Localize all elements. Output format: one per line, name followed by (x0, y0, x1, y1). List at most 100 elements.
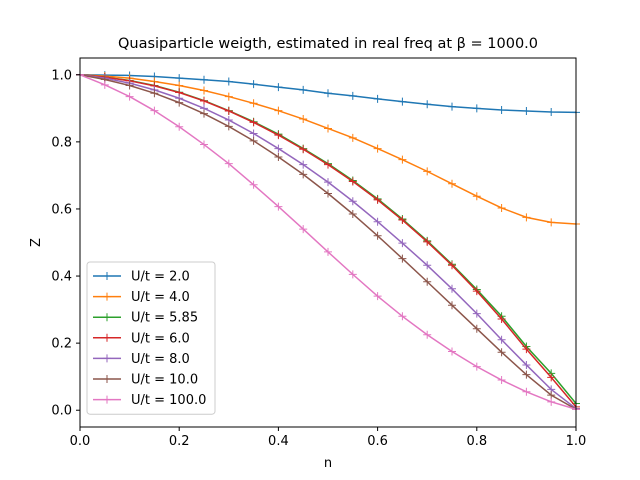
data-point (497, 376, 506, 385)
data-point (175, 74, 184, 83)
data-point (200, 140, 208, 149)
data-point (472, 104, 481, 113)
y-tick-label: 0.6 (51, 202, 72, 217)
data-point (423, 330, 432, 339)
data-point (373, 94, 382, 103)
data-point (423, 237, 432, 246)
data-point (299, 160, 308, 169)
data-point (547, 108, 556, 117)
data-point (274, 152, 283, 161)
y-axis: 0.0 0.2 0.4 0.6 0.8 1.0 (51, 68, 80, 419)
legend-marker (103, 292, 111, 301)
data-point (398, 312, 407, 321)
data-point (324, 178, 332, 187)
data-point (299, 225, 308, 234)
y-axis-label: Z (29, 238, 44, 247)
x-tick-label: 0.2 (169, 434, 190, 449)
data-point (497, 105, 506, 114)
data-point (448, 347, 456, 356)
data-point (125, 81, 134, 90)
data-point (324, 189, 332, 198)
data-point (249, 80, 258, 89)
legend-marker (103, 272, 111, 280)
data-point (249, 180, 258, 189)
data-point (497, 314, 506, 323)
data-point (125, 92, 134, 101)
series-0 (76, 70, 580, 117)
data-point (274, 83, 283, 92)
data-point (373, 195, 382, 204)
legend: U/t = 2.0 U/t = 4.0 U/t = 5.85 U/t = 6.0 U/t… (86, 261, 216, 415)
data-point (224, 159, 233, 168)
data-point (547, 397, 556, 406)
legend-item: U/t = 2.0 (93, 270, 190, 285)
data-point (299, 115, 308, 124)
data-point (472, 324, 481, 333)
data-point (448, 102, 456, 111)
data-point (522, 345, 531, 354)
legend-marker (103, 333, 111, 342)
data-point (423, 261, 432, 270)
data-point (324, 160, 332, 169)
data-point (373, 292, 382, 301)
data-point (274, 131, 283, 140)
data-point (423, 167, 432, 176)
data-point (497, 203, 506, 212)
data-point (398, 97, 407, 106)
data-point (472, 309, 481, 318)
data-point (547, 391, 556, 400)
data-point (398, 155, 407, 164)
data-point (348, 270, 357, 279)
data-point (348, 177, 357, 186)
legend-marker (103, 375, 111, 383)
data-point (497, 348, 506, 357)
data-point (175, 122, 184, 131)
data-point (348, 133, 357, 142)
data-point (274, 106, 283, 115)
data-point (224, 77, 233, 86)
legend-item: U/t = 10.0 (93, 373, 198, 388)
y-tick-label: 0.0 (51, 404, 72, 419)
x-axis: 0.0 0.2 0.4 0.6 0.8 1.0 (70, 427, 586, 449)
series-5 (76, 70, 580, 414)
data-point (547, 218, 556, 227)
data-point (472, 287, 481, 296)
data-point (448, 179, 456, 188)
legend-label: U/t = 8.0 (131, 352, 190, 367)
legend-marker (103, 395, 111, 404)
data-point (373, 144, 382, 153)
data-point (324, 89, 332, 98)
data-point (522, 387, 531, 396)
y-tick-label: 0.4 (51, 270, 72, 285)
data-point (373, 217, 382, 226)
data-point (373, 231, 382, 240)
data-point (299, 145, 308, 154)
data-point (249, 118, 258, 127)
data-point (200, 75, 208, 84)
legend-item: U/t = 4.0 (93, 290, 190, 305)
data-point (398, 239, 407, 248)
data-point (150, 106, 159, 115)
data-point (150, 89, 159, 98)
y-tick-label: 0.8 (51, 135, 72, 150)
data-point (249, 129, 258, 138)
data-point (224, 122, 233, 131)
data-point (200, 96, 208, 105)
data-point (348, 91, 357, 100)
legend-label: U/t = 2.0 (131, 270, 190, 285)
data-point (423, 277, 432, 286)
legend-item: U/t = 5.85 (93, 311, 198, 326)
legend-label: U/t = 6.0 (131, 331, 190, 346)
legend-box (86, 261, 216, 415)
data-point (100, 80, 109, 89)
legend-label: U/t = 100.0 (131, 393, 206, 408)
data-point (348, 197, 357, 206)
data-point (522, 107, 531, 116)
data-point (448, 284, 456, 293)
data-point (324, 247, 332, 256)
chart-title: Quasiparticle weigth, estimated in real … (118, 36, 538, 52)
data-point (522, 370, 531, 379)
data-point (398, 216, 407, 225)
